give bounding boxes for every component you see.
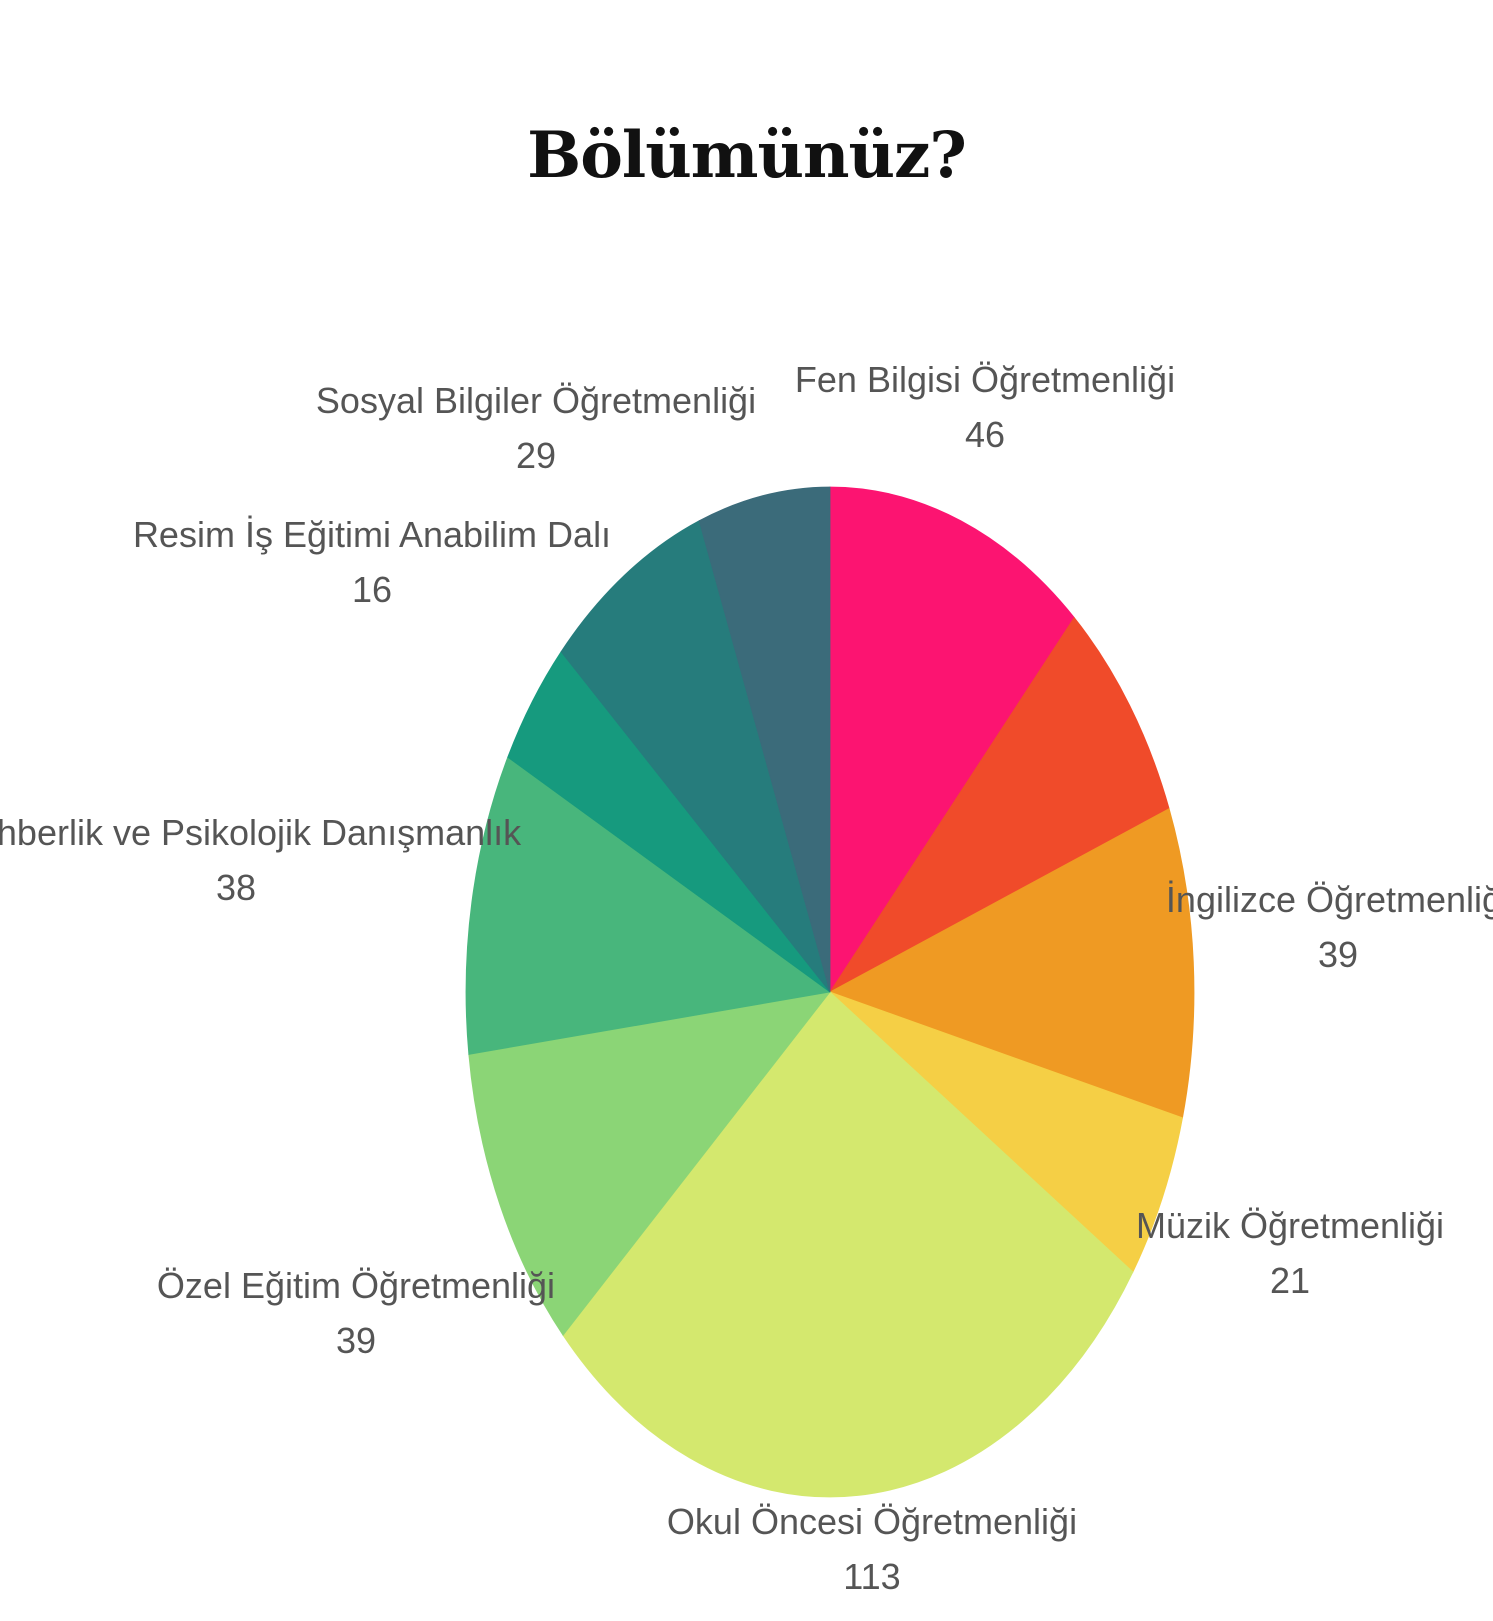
pie-slices [465, 486, 1195, 1498]
slice-label-name: Müzik Öğretmenliği [1136, 1205, 1444, 1246]
slice-label-value: 38 [216, 867, 256, 908]
slice-label-name: Özel Eğitim Öğretmenliği [157, 1265, 555, 1306]
pie-slice [698, 486, 831, 993]
pie-labels: Fen Bilgisi Öğretmenliği 46 İngilizce Öğre… [0, 359, 1493, 1597]
chart-title: Bölümünüz? [527, 118, 967, 193]
slice-label-name: Sosyal Bilgiler Öğretmenliği [316, 380, 756, 421]
pie-slice [829, 991, 1183, 1273]
pie-slice [829, 486, 1075, 994]
slice-label-name: Resim İş Eğitimi Anabilim Dalı [133, 514, 611, 555]
pie-slice [829, 807, 1195, 1119]
slice-label-value: 46 [965, 414, 1005, 455]
slice-label-name: Okul Öncesi Öğretmenliği [667, 1501, 1077, 1542]
slice-label-value: 39 [336, 1320, 376, 1361]
slice-label-value: 21 [1270, 1260, 1310, 1301]
slice-label-value: 16 [352, 569, 392, 610]
slice-label-name: Fen Bilgisi Öğretmenliği [795, 359, 1175, 400]
pie-slice [829, 616, 1170, 993]
pie-slice [465, 756, 831, 1055]
slice-label-name: Rehberlik ve Psikolojik Danışmanlık [0, 812, 522, 853]
slice-label-name: İngilizce Öğretmenliği [1166, 879, 1493, 920]
slice-label-value: 39 [1318, 934, 1358, 975]
pie-slice [562, 991, 1134, 1498]
slice-label-value: 113 [843, 1556, 900, 1597]
pie-slice [560, 520, 831, 993]
slice-label-value: 29 [516, 435, 556, 476]
pie-slice [468, 991, 831, 1336]
